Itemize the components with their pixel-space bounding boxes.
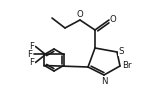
Text: O: O	[110, 15, 117, 25]
Text: N: N	[101, 77, 107, 86]
Text: O: O	[77, 10, 83, 19]
Text: F: F	[30, 42, 35, 51]
Text: F: F	[28, 50, 33, 59]
Text: Br: Br	[122, 62, 132, 70]
Text: F: F	[30, 58, 35, 67]
Text: S: S	[118, 46, 123, 56]
